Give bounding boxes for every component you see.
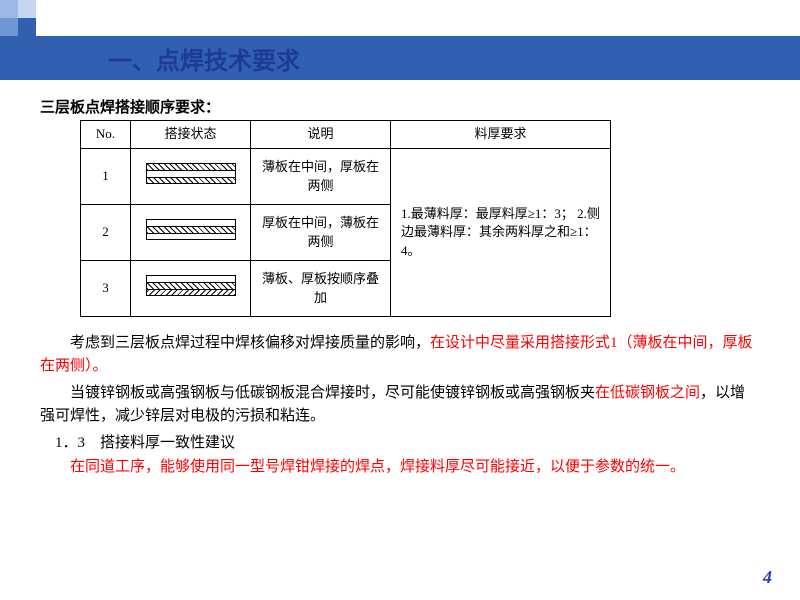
thickness-req: 1.最薄料厚：最厚料厚≥1：3； 2.侧边最薄料厚：其余两料厚之和≥1：4。 xyxy=(391,149,611,317)
corner-decoration xyxy=(0,0,36,36)
slide-title: 一、点焊技术要求 xyxy=(108,41,300,76)
page-number: 4 xyxy=(763,567,772,588)
subtitle: 三层板点焊搭接顺序要求： xyxy=(40,96,220,117)
col-no: No. xyxy=(81,121,131,149)
col-thick: 料厚要求 xyxy=(391,121,611,149)
col-desc: 说明 xyxy=(251,121,391,149)
paragraph-2: 当镀锌钢板或高强钢板与低碳钢板混合焊接时，尽可能使镀锌钢板或高强钢板夹在低碳钢板… xyxy=(40,382,760,429)
section-heading: 1．3 搭接料厚一致性建议 xyxy=(40,432,760,455)
col-state: 搭接状态 xyxy=(131,121,251,149)
table-row: 1 薄板在中间，厚板在两侧 1.最薄料厚：最厚料厚≥1：3； 2.侧边最薄料厚：… xyxy=(81,149,611,205)
paragraph-1: 考虑到三层板点焊过程中焊核偏移对焊接质量的影响，在设计中尽量采用搭接形式1（薄板… xyxy=(40,332,760,379)
title-bar: 一、点焊技术要求 xyxy=(0,36,800,80)
requirements-table: No. 搭接状态 说明 料厚要求 1 薄板在中间，厚板在两侧 1.最薄料厚：最厚… xyxy=(80,120,611,317)
paragraph-3: 在同道工序，能够使用同一型号焊钳焊接的焊点，焊接料厚尽可能接近，以便于参数的统一… xyxy=(40,456,760,479)
